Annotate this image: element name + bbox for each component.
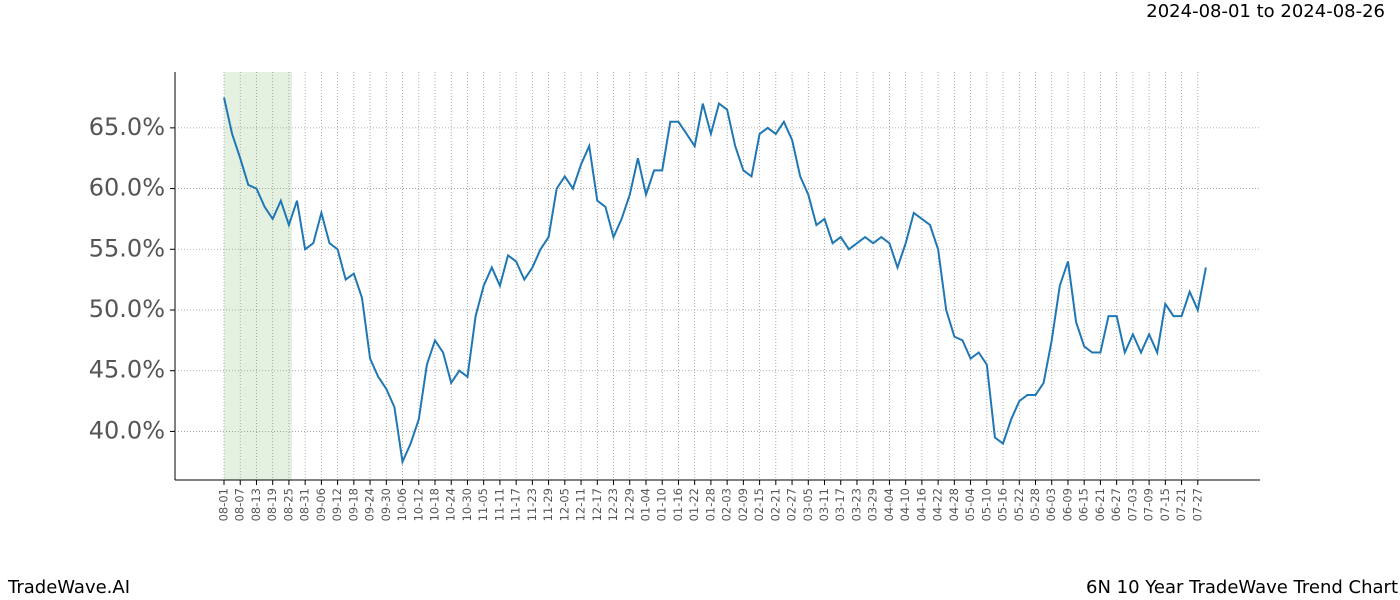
x-tick-label: 11-17 [509,488,523,521]
x-tick-label: 04-04 [882,488,896,521]
x-tick-label: 07-15 [1158,488,1172,521]
x-tick-label: 08-01 [217,488,231,521]
x-tick-label: 02-09 [736,488,750,521]
x-tick-label: 06-15 [1077,488,1091,521]
x-tick-label: 11-11 [492,488,506,521]
x-tick-label: 08-13 [249,488,263,521]
x-tick-label: 05-04 [963,488,977,521]
x-tick-label: 12-29 [622,488,636,521]
y-tick-label: 40.0% [89,416,165,444]
x-tick-label: 08-25 [281,488,295,521]
x-tick-label: 11-05 [476,488,490,521]
x-tick-label: 10-18 [427,488,441,521]
x-tick-label: 11-23 [525,488,539,521]
x-tick-label: 04-28 [947,488,961,521]
footer-right: 6N 10 Year TradeWave Trend Chart [1086,577,1398,598]
highlight-span [224,72,292,480]
x-tick-label: 01-16 [671,488,685,521]
x-tick-label: 09-24 [363,488,377,521]
x-tick-label: 06-21 [1093,488,1107,521]
x-tick-label: 10-06 [395,488,409,521]
x-tick-label: 07-09 [1142,488,1156,521]
x-tick-label: 12-11 [574,488,588,521]
x-tick-label: 06-09 [1060,488,1074,521]
x-tick-label: 09-30 [379,488,393,521]
x-tick-label: 07-21 [1174,488,1188,521]
x-tick-label: 07-27 [1190,488,1204,521]
x-tick-label: 02-27 [785,488,799,521]
x-tick-label: 10-30 [460,488,474,521]
x-tick-label: 05-28 [1028,488,1042,521]
x-tick-label: 08-19 [265,488,279,521]
x-tick-label: 10-12 [411,488,425,521]
x-tick-label: 02-03 [720,488,734,521]
x-tick-label: 06-03 [1044,488,1058,521]
x-tick-label: 04-16 [914,488,928,521]
x-tick-label: 09-06 [314,488,328,521]
x-tick-label: 03-29 [866,488,880,521]
y-tick-label: 60.0% [89,174,165,202]
x-tick-label: 03-17 [833,488,847,521]
x-tick-label: 05-16 [996,488,1010,521]
y-tick-label: 50.0% [89,295,165,323]
x-tick-label: 12-23 [606,488,620,521]
x-tick-label: 08-31 [298,488,312,521]
footer-left: TradeWave.AI [7,577,130,598]
x-tick-label: 02-21 [768,488,782,521]
x-tick-label: 05-22 [1012,488,1026,521]
x-tick-label: 02-15 [752,488,766,521]
x-tick-label: 07-03 [1125,488,1139,521]
x-tick-label: 01-22 [687,488,701,521]
x-tick-label: 04-22 [931,488,945,521]
x-tick-label: 04-10 [898,488,912,521]
y-tick-label: 65.0% [89,113,165,141]
y-tick-label: 45.0% [89,356,165,384]
x-tick-label: 12-05 [557,488,571,521]
x-tick-label: 10-24 [444,488,458,521]
x-tick-label: 01-10 [655,488,669,521]
series-line [223,97,1207,466]
x-tick-label: 08-07 [233,488,247,521]
x-tick-label: 09-18 [346,488,360,521]
x-tick-label: 11-29 [541,488,555,521]
x-tick-label: 01-28 [703,488,717,521]
chart-title: 2024-08-01 to 2024-08-26 [1146,1,1385,22]
x-tick-label: 06-27 [1109,488,1123,521]
x-tick-label: 09-12 [330,488,344,521]
x-tick-label: 01-04 [638,488,652,521]
x-tick-label: 05-10 [979,488,993,521]
y-tick-label: 55.0% [89,234,165,262]
x-tick-label: 03-11 [817,488,831,521]
x-tick-label: 12-17 [590,488,604,521]
x-tick-label: 03-05 [801,488,815,521]
x-tick-label: 03-23 [849,488,863,521]
